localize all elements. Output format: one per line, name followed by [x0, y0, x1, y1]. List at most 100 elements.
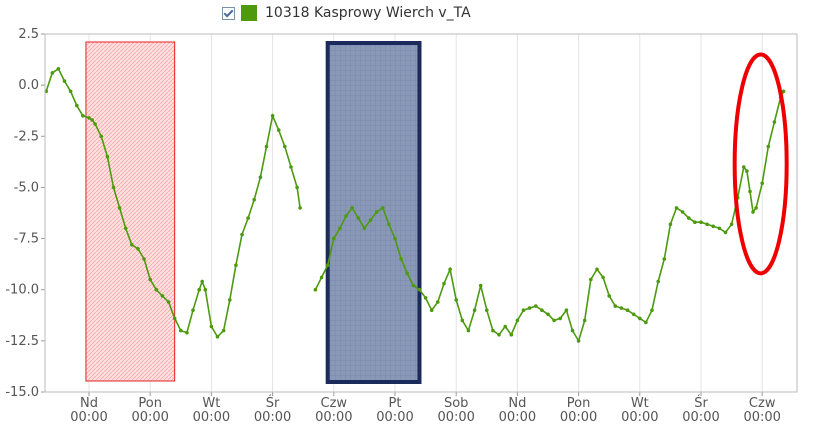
chart-axes: Nd00:00Pon00:00Wt00:00Śr00:00Czw00:00Pt0…: [5, 27, 798, 425]
data-point: [509, 332, 514, 337]
data-point: [751, 210, 755, 214]
data-point: [460, 318, 465, 323]
data-point: [154, 287, 159, 292]
x-tick-label: Czw: [749, 396, 776, 411]
x-tick-label: 00:00: [682, 410, 719, 425]
annotation-layer: [85, 41, 422, 384]
data-point: [325, 263, 330, 268]
data-point: [393, 236, 397, 241]
data-point: [75, 103, 79, 108]
data-point: [270, 114, 275, 118]
x-tick-label: Pon: [567, 396, 591, 411]
data-point: [338, 226, 342, 231]
data-point: [760, 181, 764, 186]
data-point: [362, 226, 367, 231]
data-point: [105, 154, 110, 159]
data-point: [209, 324, 214, 329]
data-point: [252, 197, 256, 202]
data-point: [534, 304, 538, 308]
data-point: [638, 316, 642, 321]
data-point: [668, 222, 673, 227]
data-point: [148, 277, 152, 282]
x-tick-label: Śr: [266, 395, 280, 411]
data-point: [87, 116, 91, 120]
data-point: [546, 312, 550, 317]
data-point: [772, 120, 777, 124]
x-tick-label: 00:00: [315, 410, 352, 425]
data-point: [81, 114, 85, 118]
data-point: [650, 308, 654, 313]
data-point: [503, 324, 508, 329]
x-tick-label: Pt: [389, 396, 402, 411]
data-point: [179, 328, 183, 333]
data-point: [521, 308, 526, 313]
data-point: [221, 328, 226, 333]
data-point: [276, 128, 281, 132]
data-point: [601, 275, 605, 280]
data-point: [240, 232, 244, 237]
data-point: [442, 281, 446, 286]
data-point: [699, 220, 703, 224]
data-point: [693, 220, 697, 224]
data-point: [485, 308, 489, 313]
x-tick-label: Nd: [508, 396, 526, 411]
data-point: [405, 271, 410, 276]
data-point: [656, 279, 660, 284]
data-point: [748, 189, 752, 194]
data-point: [50, 71, 55, 75]
data-point: [711, 224, 715, 229]
data-point: [619, 306, 624, 310]
data-point: [411, 283, 416, 288]
data-point: [589, 277, 593, 282]
y-tick-label: 0.0: [18, 78, 39, 93]
x-tick-label: 00:00: [193, 410, 230, 425]
data-point: [130, 242, 134, 247]
data-point: [160, 294, 165, 298]
data-point: [625, 308, 630, 313]
legend[interactable]: 10318 Kasprowy Wierch v_TA: [222, 3, 471, 23]
y-tick-label: -10.0: [5, 283, 39, 298]
data-point: [742, 165, 746, 169]
x-tick-label: 00:00: [131, 410, 168, 425]
data-point: [417, 287, 422, 292]
data-point: [356, 216, 361, 220]
data-point: [466, 328, 471, 333]
y-tick-label: -12.5: [5, 334, 39, 349]
data-point: [745, 169, 749, 173]
data-point: [289, 165, 293, 169]
x-tick-label: 00:00: [376, 410, 413, 425]
data-point: [754, 206, 758, 210]
data-point: [344, 214, 348, 218]
x-tick-label: Nd: [80, 396, 98, 411]
data-point: [172, 316, 177, 321]
legend-checkbox[interactable]: [222, 6, 235, 20]
data-point: [295, 185, 299, 190]
data-point: [142, 257, 146, 261]
data-point: [313, 287, 318, 292]
data-point: [423, 296, 428, 300]
data-point: [111, 185, 116, 190]
data-point: [191, 308, 195, 313]
data-point: [729, 222, 734, 227]
data-point: [319, 275, 324, 280]
y-tick-label: -2.5: [14, 129, 39, 144]
x-tick-label: Śr: [694, 395, 708, 411]
data-point: [298, 206, 302, 210]
data-point: [478, 283, 483, 288]
data-point: [234, 263, 238, 268]
data-point: [717, 226, 722, 231]
x-tick-label: 00:00: [560, 410, 597, 425]
x-tick-label: Wt: [631, 396, 649, 411]
data-point: [90, 118, 94, 122]
data-point: [350, 206, 355, 210]
x-tick-label: 00:00: [254, 410, 291, 425]
x-tick-label: Pon: [138, 396, 162, 411]
data-point: [644, 320, 648, 325]
legend-label: 10318 Kasprowy Wierch v_TA: [265, 5, 471, 21]
data-point: [228, 298, 232, 302]
data-point: [564, 308, 569, 313]
data-point: [136, 247, 140, 251]
x-tick-label: 00:00: [70, 410, 107, 425]
data-point: [558, 316, 562, 321]
